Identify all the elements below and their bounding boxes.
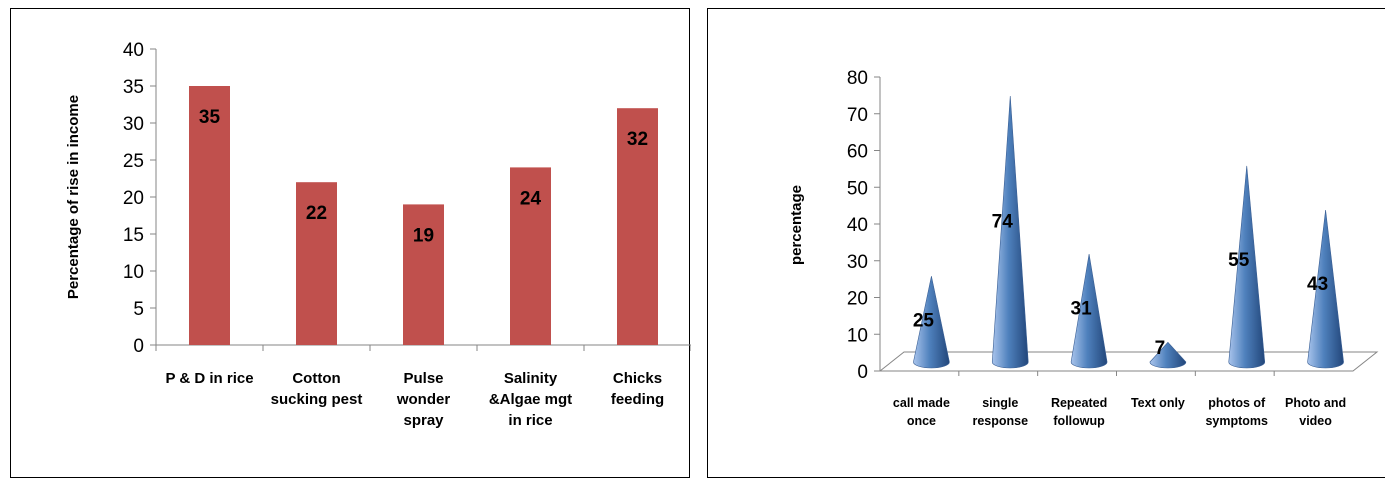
y-tick-label: 20 xyxy=(123,188,144,209)
bar xyxy=(510,167,551,345)
cone-bar xyxy=(991,96,1029,369)
data-label: 32 xyxy=(627,129,648,150)
bar xyxy=(189,86,230,345)
category-label: followup xyxy=(1053,414,1105,428)
y-tick-label: 70 xyxy=(847,105,868,126)
category-label: feeding xyxy=(611,391,664,408)
category-label: single xyxy=(982,396,1018,410)
y-tick-label: 10 xyxy=(123,262,144,283)
category-label: call made xyxy=(893,396,950,410)
data-label: 24 xyxy=(520,188,542,209)
y-tick-label: 0 xyxy=(133,336,144,357)
y-tick-label: 0 xyxy=(857,362,868,383)
income-rise-bar-chart: 0 5 10 15 20 25 30 35 40 35 P & D in rice 22 Cotton s… xyxy=(65,40,691,429)
response-percentage-chart-panel: 0 10 20 30 40 50 60 70 80 25 call made once 74 single… xyxy=(707,8,1385,478)
y-tick-label: 25 xyxy=(123,151,144,172)
category-label: Text only xyxy=(1131,396,1185,410)
y-tick-label: 20 xyxy=(847,289,868,310)
y-tick-label: 5 xyxy=(133,299,144,320)
y-tick-label: 35 xyxy=(123,77,144,98)
cone-bar xyxy=(913,276,950,369)
category-label: response xyxy=(972,414,1028,428)
y-tick-label: 15 xyxy=(123,225,144,246)
income-rise-chart-panel: 0 5 10 15 20 25 30 35 40 35 P & D in rice 22 Cotton s… xyxy=(10,8,691,478)
data-label: 55 xyxy=(1228,250,1250,271)
category-label: once xyxy=(907,414,936,428)
y-tick-label: 10 xyxy=(847,325,868,346)
y-tick-label: 40 xyxy=(123,40,144,61)
category-label: wonder xyxy=(396,391,450,408)
y-axis-title: Percentage of rise in income xyxy=(65,95,82,299)
cone-bar xyxy=(1070,254,1108,369)
bar xyxy=(403,204,444,345)
data-label: 74 xyxy=(992,211,1014,232)
y-tick-label: 80 xyxy=(847,68,868,89)
category-label: P & D in rice xyxy=(165,370,253,387)
category-label: spray xyxy=(403,412,444,429)
category-label: photos of xyxy=(1208,396,1266,410)
y-tick-label: 30 xyxy=(123,114,144,135)
data-label: 25 xyxy=(913,310,935,331)
y-axis-title: percentage xyxy=(788,185,805,265)
cone-bar xyxy=(1307,209,1344,369)
category-label: video xyxy=(1299,414,1332,428)
y-tick-label: 40 xyxy=(847,215,868,236)
category-label: sucking pest xyxy=(271,391,363,408)
category-label: Repeated xyxy=(1051,396,1107,410)
y-tick-label: 30 xyxy=(847,252,868,273)
category-label: Salinity xyxy=(504,370,558,387)
y-tick-label: 50 xyxy=(847,178,868,199)
cone-bar xyxy=(1228,165,1266,369)
category-label: Pulse xyxy=(403,370,443,387)
category-label: &Algae mgt xyxy=(489,391,572,408)
data-label: 7 xyxy=(1155,338,1166,359)
data-label: 43 xyxy=(1307,274,1328,295)
category-label: Chicks xyxy=(613,370,662,387)
y-tick-label: 60 xyxy=(847,142,868,163)
data-label: 31 xyxy=(1071,298,1093,319)
cone-bar xyxy=(1149,341,1187,369)
data-label: 22 xyxy=(306,203,327,224)
data-label: 35 xyxy=(199,107,221,128)
category-label: Photo and xyxy=(1285,396,1346,410)
category-label: in rice xyxy=(508,412,552,429)
category-label: Cotton xyxy=(292,370,340,387)
data-label: 19 xyxy=(413,225,434,246)
bar xyxy=(296,182,337,345)
response-percentage-cone-chart: 0 10 20 30 40 50 60 70 80 25 call made once 74 single… xyxy=(788,68,1379,428)
floor-plane xyxy=(878,351,1379,372)
category-label: symptoms xyxy=(1205,414,1268,428)
bar xyxy=(617,108,658,345)
